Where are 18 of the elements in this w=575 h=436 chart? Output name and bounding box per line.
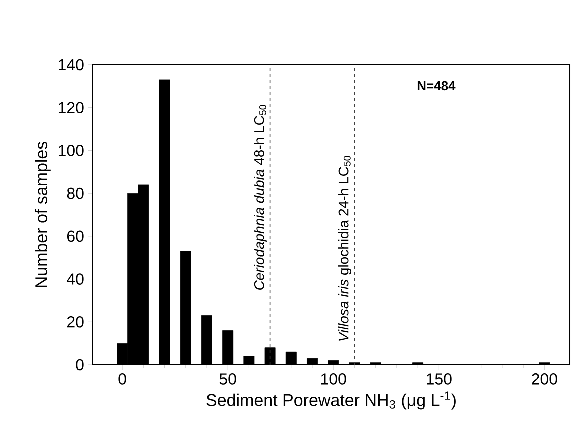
y-tick-label: 0 (76, 359, 84, 371)
x-tick-label: 0 (118, 374, 126, 385)
y-tick-label: 20 (67, 316, 84, 328)
y-tick-label: 140 (58, 59, 84, 71)
y-axis-title: Number of samples (35, 142, 51, 288)
y-tick-label: 120 (58, 102, 84, 114)
x-tick-label: 50 (220, 374, 236, 385)
y-tick-label: 60 (67, 230, 84, 242)
annotation: N=484 (418, 81, 456, 91)
ref-line-label: Ceriodaphnia dubia 48-h LC$_{50}$ (254, 105, 268, 290)
x-axis-title: Sediment Porewater NH$_{3}$ (μg L$^{-1}$) (206, 392, 456, 410)
x-tick-label: 100 (321, 374, 346, 385)
x-tick-label: 200 (532, 374, 558, 385)
x-tick-label: 150 (427, 374, 452, 385)
y-tick-label: 100 (58, 145, 84, 156)
y-tick-label: 80 (67, 188, 84, 200)
ref-line-label: Villosa iris glochidia 24-h LC$_{50}$ (338, 156, 352, 341)
y-tick-label: 40 (67, 274, 84, 285)
